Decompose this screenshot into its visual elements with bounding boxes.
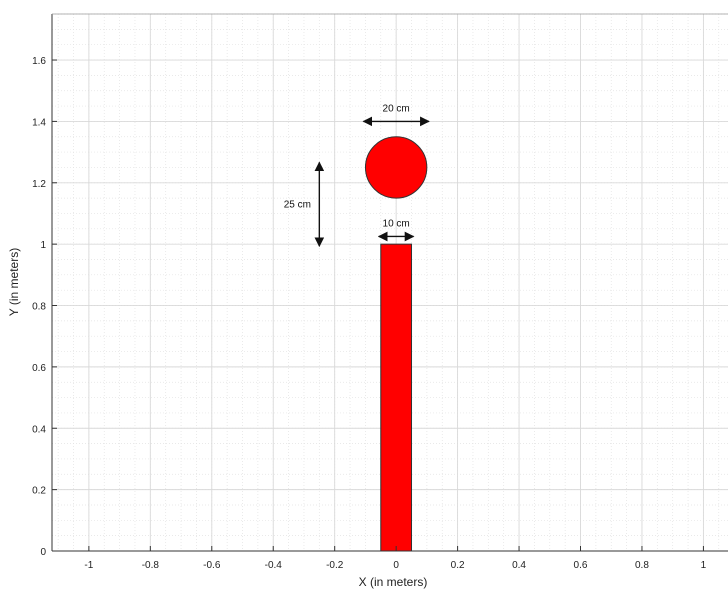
x-tick-label: 0: [393, 560, 399, 571]
y-tick-label: 1.2: [32, 179, 46, 190]
x-tick-label: -1: [84, 560, 93, 571]
y-tick-label: 1.6: [32, 56, 46, 67]
y-tick-label: 0: [40, 547, 46, 558]
x-tick-label: 0.2: [451, 560, 465, 571]
x-tick-label: -0.6: [203, 560, 221, 571]
axes: [51, 13, 728, 552]
x-tick-label: 0.8: [635, 560, 649, 571]
x-tick-label: -0.4: [265, 560, 283, 571]
y-tick-label: 0.4: [32, 424, 46, 435]
y-axis-label: Y (in meters): [7, 248, 21, 316]
x-tick-label: -0.8: [142, 560, 160, 571]
dimension-20-cm: 20 cm: [362, 103, 430, 127]
y-tick-labels: 0 0.2 0.4 0.6 0.8 1 1.2 1.4 1.6: [32, 56, 46, 558]
x-tick-label: -0.2: [326, 560, 344, 571]
x-tick-label: 0.6: [574, 560, 588, 571]
red-circle: [364, 136, 428, 199]
y-tick-label: 1.4: [32, 117, 46, 128]
dimension-10-cm: 10 cm: [377, 218, 415, 242]
dimension-label: 25 cm: [284, 199, 311, 210]
y-tick-label: 0.8: [32, 302, 46, 313]
x-tick-labels: -1 -0.8 -0.6 -0.4 -0.2 0 0.2 0.4 0.6 0.8 1: [84, 560, 706, 571]
x-tick-label: 1: [701, 560, 707, 571]
y-tick-label: 0.2: [32, 486, 46, 497]
y-tick-label: 1: [40, 240, 46, 251]
red-bar: [380, 243, 413, 552]
x-axis-label: X (in meters): [359, 575, 428, 589]
shapes: [364, 136, 428, 552]
dimension-annotations: 20 cm 10 cm 25 cm: [284, 103, 430, 248]
dimension-label: 10 cm: [383, 218, 410, 229]
dimension-25-cm: 25 cm: [284, 161, 325, 248]
x-tick-label: 0.4: [512, 560, 526, 571]
dimension-label: 20 cm: [383, 103, 410, 114]
y-tick-label: 0.6: [32, 363, 46, 374]
